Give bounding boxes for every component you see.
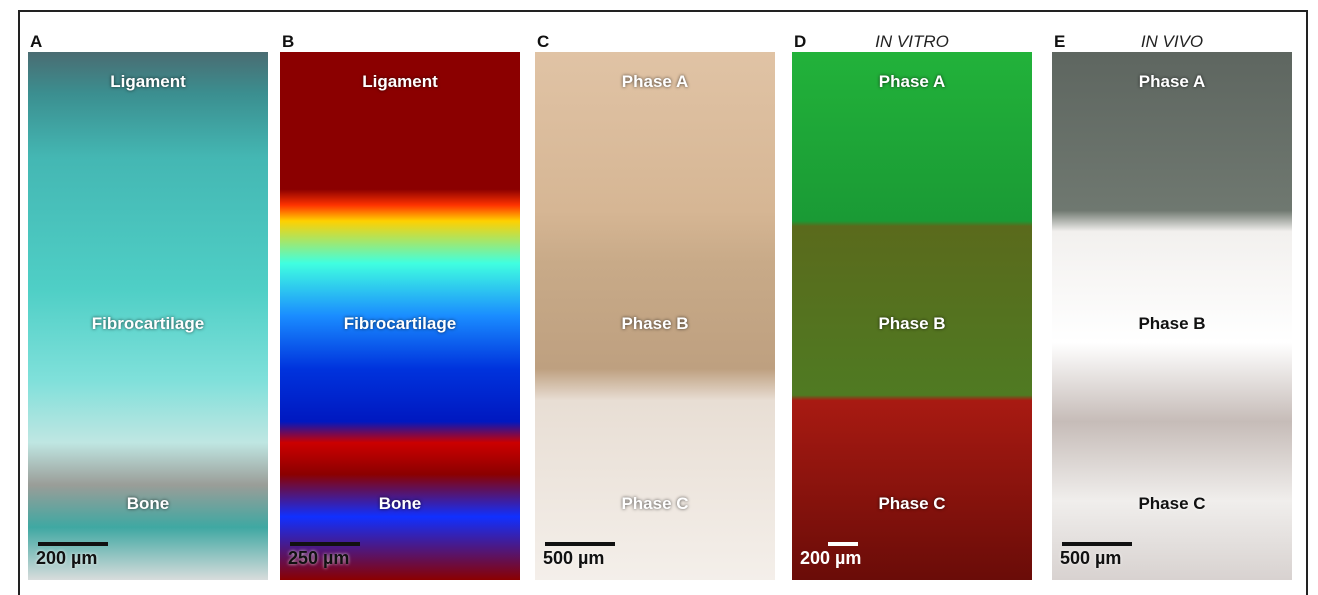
region-label: Ligament bbox=[280, 72, 520, 92]
region-label: Phase C bbox=[535, 494, 775, 514]
panel-image: Phase A Phase B Phase C 500 µm bbox=[535, 52, 775, 580]
scale-bar-label: 500 µm bbox=[543, 548, 604, 569]
region-label: Fibrocartilage bbox=[28, 314, 268, 334]
region-label: Bone bbox=[28, 494, 268, 514]
panel-image: Phase A Phase B Phase C 200 µm bbox=[792, 52, 1032, 580]
region-label: Phase A bbox=[792, 72, 1032, 92]
panel-image: Ligament Fibrocartilage Bone 250 µm bbox=[280, 52, 520, 580]
scale-bar bbox=[1062, 542, 1132, 546]
scale-bar-label: 500 µm bbox=[1060, 548, 1121, 569]
region-label: Phase B bbox=[1052, 314, 1292, 334]
scale-bar bbox=[545, 542, 615, 546]
scale-bar-label: 200 µm bbox=[36, 548, 97, 569]
region-label: Phase C bbox=[1052, 494, 1292, 514]
scale-bar-label: 200 µm bbox=[800, 548, 861, 569]
panel-letter: B bbox=[282, 32, 294, 52]
region-label: Fibrocartilage bbox=[280, 314, 520, 334]
region-label: Bone bbox=[280, 494, 520, 514]
scale-bar bbox=[290, 542, 360, 546]
region-label: Phase C bbox=[792, 494, 1032, 514]
panel-image: Phase A Phase B Phase C 500 µm bbox=[1052, 52, 1292, 580]
scale-bar-label: 250 µm bbox=[288, 548, 349, 569]
region-label: Phase B bbox=[535, 314, 775, 334]
region-label: Phase A bbox=[1052, 72, 1292, 92]
panel-image: Ligament Fibrocartilage Bone 200 µm bbox=[28, 52, 268, 580]
panel-letter: A bbox=[30, 32, 42, 52]
region-label: Phase A bbox=[535, 72, 775, 92]
region-label: Ligament bbox=[28, 72, 268, 92]
scale-bar bbox=[828, 542, 858, 546]
scale-bar bbox=[38, 542, 108, 546]
page: ALigamentFibrocartilageBone200 µmBLigame… bbox=[0, 0, 1318, 589]
region-label: Phase B bbox=[792, 314, 1032, 334]
panel-letter: C bbox=[537, 32, 549, 52]
panel-title: IN VIVO bbox=[1052, 32, 1292, 52]
panel-title: IN VITRO bbox=[792, 32, 1032, 52]
